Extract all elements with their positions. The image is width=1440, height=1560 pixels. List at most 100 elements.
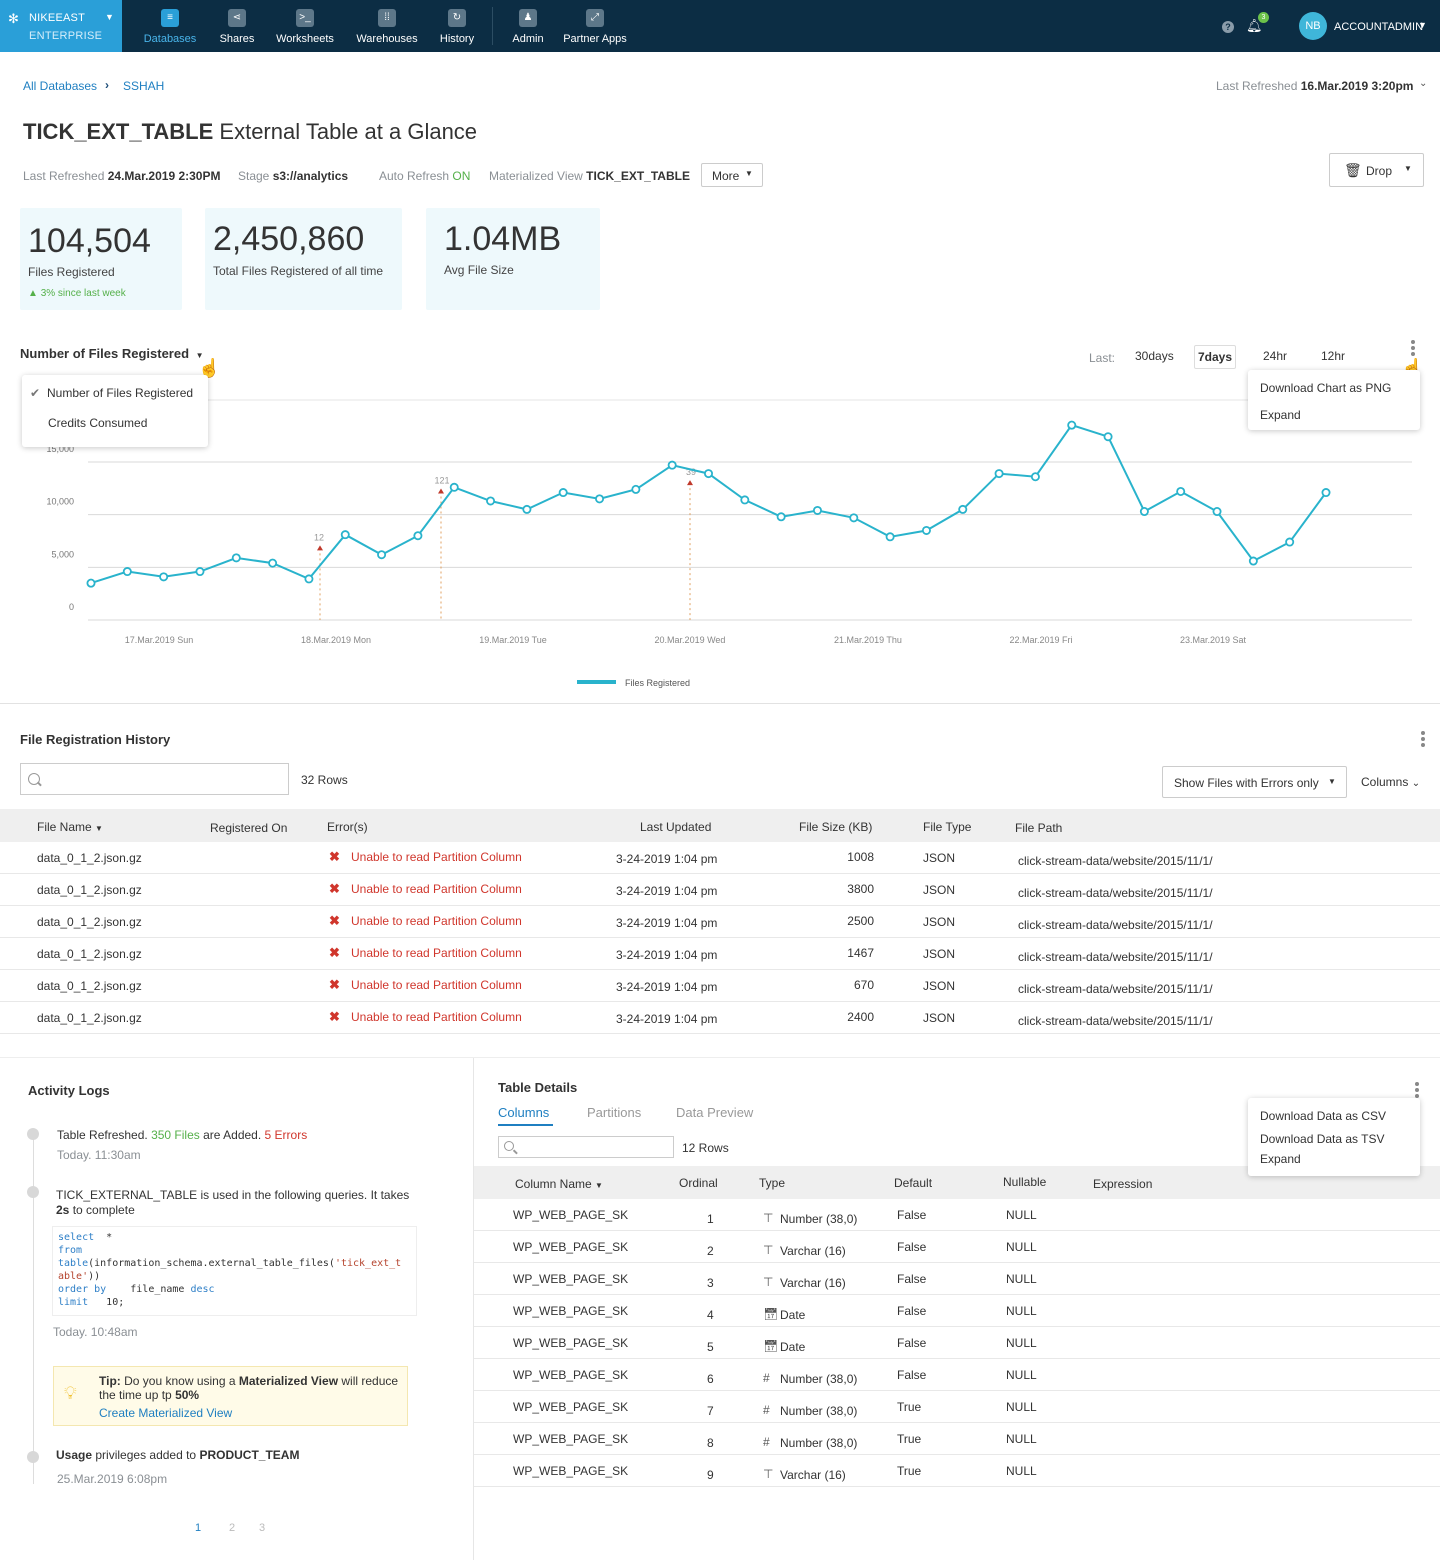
cell-type: Number (38,0) — [780, 1212, 858, 1226]
header-file-path[interactable]: File Path — [1015, 821, 1063, 835]
history-more-icon[interactable] — [1421, 731, 1425, 749]
range-24hr[interactable]: 24hr — [1263, 349, 1288, 363]
more-button[interactable]: More ▼ — [701, 163, 763, 187]
timeline-line — [33, 1134, 34, 1484]
errors-filter-select[interactable]: Show Files with Errors only ▼ — [1162, 766, 1347, 798]
y-tick-label: 5,000 — [51, 549, 74, 559]
table-row[interactable]: WP_WEB_PAGE_SK 6 Number (38,0) False NULL # — [474, 1359, 1440, 1391]
text: will reduce — [341, 1374, 399, 1388]
table-row[interactable]: WP_WEB_PAGE_SK 9 Varchar (16) True NULL ⊤ — [474, 1455, 1440, 1487]
cell-type: Varchar (16) — [780, 1244, 846, 1258]
table-row[interactable]: data_0_1_2.json.gz Unable to read Partiti… — [0, 842, 1440, 874]
chart-more-icon[interactable] — [1411, 340, 1415, 358]
expand-item[interactable]: Expand — [1260, 1152, 1301, 1166]
account-switcher[interactable]: ✻ NIKEEAST ENTERPRISE ▼ — [0, 0, 122, 52]
bell-icon[interactable]: 🔔︎ — [1246, 18, 1263, 33]
tab-partitions[interactable]: Partitions — [587, 1105, 642, 1120]
table-row[interactable]: data_0_1_2.json.gz Unable to read Partiti… — [0, 970, 1440, 1002]
errors-count[interactable]: 5 Errors — [264, 1128, 308, 1142]
download-csv-item[interactable]: Download Data as CSV — [1260, 1109, 1387, 1123]
details-more-icon[interactable] — [1415, 1082, 1419, 1100]
table-row[interactable]: WP_WEB_PAGE_SK 8 Number (38,0) True NULL # — [474, 1423, 1440, 1455]
cell-default: False — [897, 1272, 927, 1286]
header-default[interactable]: Default — [894, 1176, 933, 1190]
chart-metric-select[interactable]: Number of Files Registered ▼ — [20, 346, 204, 361]
range-7days[interactable]: 7days — [1194, 345, 1236, 369]
text-type-icon: ⊤ — [763, 1243, 774, 1257]
table-row[interactable]: WP_WEB_PAGE_SK 2 Varchar (16) False NULL ⊤ — [474, 1231, 1440, 1263]
table-row[interactable]: WP_WEB_PAGE_SK 1 Number (38,0) False NULL ⊤ — [474, 1199, 1440, 1231]
cell-file-path: click-stream-data/website/2015/11/1/ — [1018, 918, 1213, 932]
nav-warehouses[interactable]: ⁞⁞ Warehouses — [352, 0, 422, 52]
nav-shares[interactable]: ⋖ Shares — [214, 0, 260, 52]
table-row[interactable]: WP_WEB_PAGE_SK 5 Date False NULL 📅︎ — [474, 1327, 1440, 1359]
option-credits-consumed[interactable]: Credits Consumed — [48, 416, 148, 430]
details-search-input[interactable] — [498, 1136, 674, 1158]
text: privileges added to — [95, 1448, 197, 1462]
table-row[interactable]: data_0_1_2.json.gz Unable to read Partiti… — [0, 938, 1440, 970]
user-role[interactable]: ACCOUNTADMIN — [1334, 21, 1424, 33]
header-ordinal[interactable]: Ordinal — [679, 1176, 718, 1190]
history-search-input[interactable] — [20, 763, 289, 795]
range-12hr[interactable]: 12hr — [1321, 349, 1346, 363]
chevron-down-icon[interactable]: ▼ — [1418, 20, 1427, 30]
search-icon — [504, 1141, 514, 1151]
header-file-size[interactable]: File Size (KB) — [799, 820, 873, 834]
table-row[interactable]: WP_WEB_PAGE_SK 7 Number (38,0) True NULL # — [474, 1391, 1440, 1423]
nav-partner-apps[interactable]: ⤢ Partner Apps — [560, 0, 630, 52]
option-files-registered[interactable]: Number of Files Registered — [47, 386, 194, 400]
header-file-name[interactable]: File Name ▼ — [37, 820, 103, 834]
page-1[interactable]: 1 — [195, 1522, 202, 1534]
cell-file-name: data_0_1_2.json.gz — [37, 851, 142, 865]
table-row[interactable]: WP_WEB_PAGE_SK 4 Date False NULL 📅︎ — [474, 1295, 1440, 1327]
table-row[interactable]: data_0_1_2.json.gz Unable to read Partiti… — [0, 874, 1440, 906]
notification-badge: 3 — [1258, 12, 1269, 23]
chevron-down-icon[interactable]: ⌄ — [1419, 78, 1428, 89]
header-type[interactable]: Type — [759, 1176, 786, 1190]
expand-item[interactable]: Expand — [1260, 408, 1301, 422]
snowflake-icon: ✻ — [8, 11, 19, 26]
timeline-dot — [27, 1451, 39, 1463]
stat-value: 2,450,860 — [213, 220, 365, 258]
header-registered-on[interactable]: Registered On — [210, 821, 288, 835]
tab-data-preview[interactable]: Data Preview — [676, 1105, 754, 1120]
table-row[interactable]: data_0_1_2.json.gz Unable to read Partiti… — [0, 906, 1440, 938]
columns-toggle[interactable]: Columns ⌄ — [1361, 775, 1420, 789]
timeline-dot — [27, 1186, 39, 1198]
nav-databases[interactable]: ≡ Databases — [140, 0, 200, 52]
header-errors[interactable]: Error(s) — [327, 820, 368, 834]
range-30days[interactable]: 30days — [1135, 349, 1174, 363]
cell-nullable: NULL — [1006, 1464, 1037, 1478]
log-time: Today. 10:48am — [53, 1325, 138, 1339]
help-icon[interactable]: ? — [1222, 21, 1234, 33]
meta-stage: Stage s3://analytics — [238, 169, 348, 183]
header-nullable[interactable]: Nullable — [1003, 1175, 1047, 1189]
error-x-icon: ✖ — [329, 945, 340, 960]
download-tsv-item[interactable]: Download Data as TSV — [1260, 1132, 1385, 1146]
value: s3://analytics — [272, 169, 349, 183]
header-expression[interactable]: Expression — [1093, 1177, 1153, 1191]
header-column-name[interactable]: Column Name ▼ — [515, 1177, 603, 1191]
nav-worksheets[interactable]: >_ Worksheets — [270, 0, 340, 52]
breadcrumb-sshah[interactable]: SSHAH — [123, 79, 165, 93]
meta-last-refreshed: Last Refreshed 24.Mar.2019 2:30PM — [23, 169, 220, 183]
table-row[interactable]: data_0_1_2.json.gz Unable to read Partiti… — [0, 1002, 1440, 1034]
download-png-item[interactable]: Download Chart as PNG — [1260, 381, 1392, 395]
drop-button[interactable]: 🗑︎ Drop ▼ — [1329, 153, 1424, 187]
page-3[interactable]: 3 — [259, 1522, 266, 1534]
data-point — [122, 567, 132, 577]
header-file-type[interactable]: File Type — [923, 820, 972, 834]
log-time: 25.Mar.2019 6:08pm — [57, 1472, 168, 1486]
nav-admin[interactable]: ♟ Admin — [506, 0, 550, 52]
nav-history[interactable]: ↻ History — [434, 0, 480, 52]
avatar[interactable]: NB — [1299, 12, 1327, 40]
tab-columns[interactable]: Columns — [498, 1105, 550, 1120]
search-icon — [28, 773, 40, 785]
chart-legend: Files Registered — [577, 678, 690, 688]
header-last-updated[interactable]: Last Updated — [640, 820, 712, 834]
check-icon: ✔ — [30, 386, 41, 400]
page-2[interactable]: 2 — [229, 1522, 236, 1534]
table-row[interactable]: WP_WEB_PAGE_SK 3 Varchar (16) False NULL ⊤ — [474, 1263, 1440, 1295]
breadcrumb-all-databases[interactable]: All Databases — [23, 79, 98, 93]
create-materialized-view-link[interactable]: Create Materialized View — [99, 1406, 233, 1420]
